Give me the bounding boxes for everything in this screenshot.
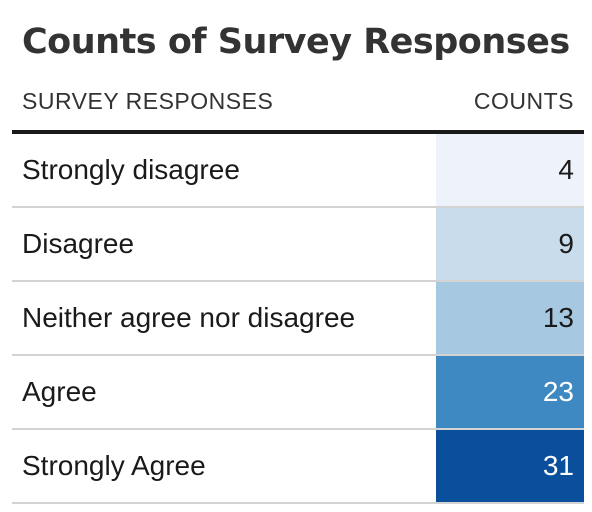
table-row: Disagree 9	[12, 208, 584, 282]
value-cell: 4	[436, 134, 584, 206]
table-row: Strongly disagree 4	[12, 134, 584, 208]
value-cell: 13	[436, 282, 584, 354]
row-label: Disagree	[22, 228, 135, 259]
value-label: 31	[542, 450, 574, 481]
value-cell: 31	[436, 430, 584, 502]
value-cell: 23	[436, 356, 584, 428]
table-header: SURVEY RESPONSES COUNTS	[12, 84, 584, 134]
table-body: Strongly disagree 4 Disagree 9 Neither a…	[12, 134, 584, 504]
row-label: Neither agree nor disagree	[22, 302, 356, 333]
value-cell: 9	[436, 208, 584, 280]
row-label: Strongly disagree	[22, 154, 240, 185]
table-title: Counts of Survey Responses	[22, 22, 570, 62]
table-row: Neither agree nor disagree 13	[12, 282, 584, 356]
column-header-counts: COUNTS	[473, 88, 574, 114]
table-row: Strongly Agree 31	[12, 430, 584, 504]
table-row: Agree 23	[12, 356, 584, 430]
value-label: 13	[542, 302, 574, 333]
column-header-responses: SURVEY RESPONSES	[22, 88, 274, 114]
row-label: Strongly Agree	[22, 450, 206, 481]
value-label: 4	[558, 154, 574, 185]
row-label: Agree	[22, 376, 97, 407]
value-label: 23	[542, 376, 574, 407]
value-label: 9	[558, 228, 574, 259]
